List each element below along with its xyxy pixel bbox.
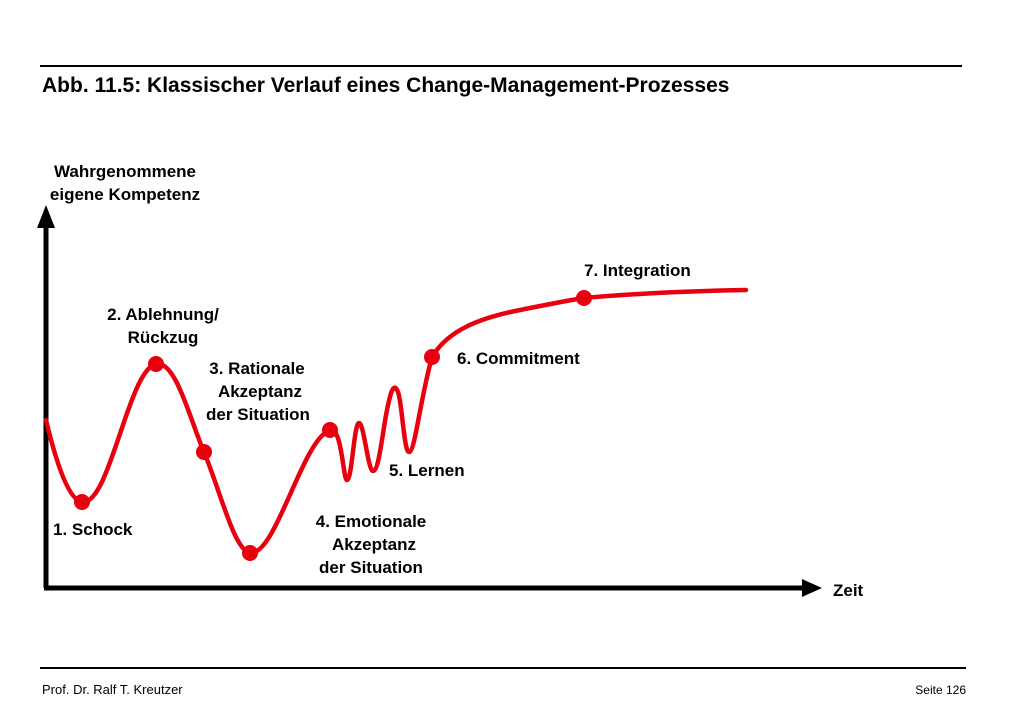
bottom-divider <box>40 667 966 669</box>
stage-6-marker <box>424 349 440 365</box>
stage-5-marker <box>322 422 338 438</box>
stage-3-label-line1: 3. Rationale <box>209 359 304 378</box>
stage-4-marker <box>242 545 258 561</box>
y-axis-label-line1: Wahrgenommene <box>54 162 196 181</box>
stage-4-label-line1: 4. Emotionale <box>316 512 427 531</box>
stage-4-label-line3: der Situation <box>319 558 423 577</box>
stage-4-label-line2: Akzeptanz <box>332 535 416 554</box>
y-axis-arrowhead <box>37 205 55 228</box>
stage-3-label-line3: der Situation <box>206 405 310 424</box>
x-axis-label: Zeit <box>833 581 864 600</box>
footer-author: Prof. Dr. Ralf T. Kreutzer <box>42 682 183 697</box>
stage-1-label: 1. Schock <box>53 520 133 539</box>
stage-2-label-line1: 2. Ablehnung/ <box>107 305 219 324</box>
stage-1-marker <box>74 494 90 510</box>
y-axis-label-line2: eigene Kompetenz <box>50 185 200 204</box>
stage-6-label: 6. Commitment <box>457 349 580 368</box>
stage-7-marker <box>576 290 592 306</box>
stage-2-marker <box>148 356 164 372</box>
competence-curve <box>43 287 749 556</box>
stage-7-label: 7. Integration <box>584 261 691 280</box>
top-divider <box>40 65 962 67</box>
stage-3-marker <box>196 444 212 460</box>
stage-5-label: 5. Lernen <box>389 461 465 480</box>
stage-2-label-line2: Rückzug <box>128 328 199 347</box>
x-axis-arrowhead <box>802 579 822 597</box>
page-title: Abb. 11.5: Klassischer Verlauf eines Cha… <box>42 74 730 97</box>
footer-page-number: Seite 126 <box>915 683 966 697</box>
stage-3-label-line2: Akzeptanz <box>218 382 302 401</box>
